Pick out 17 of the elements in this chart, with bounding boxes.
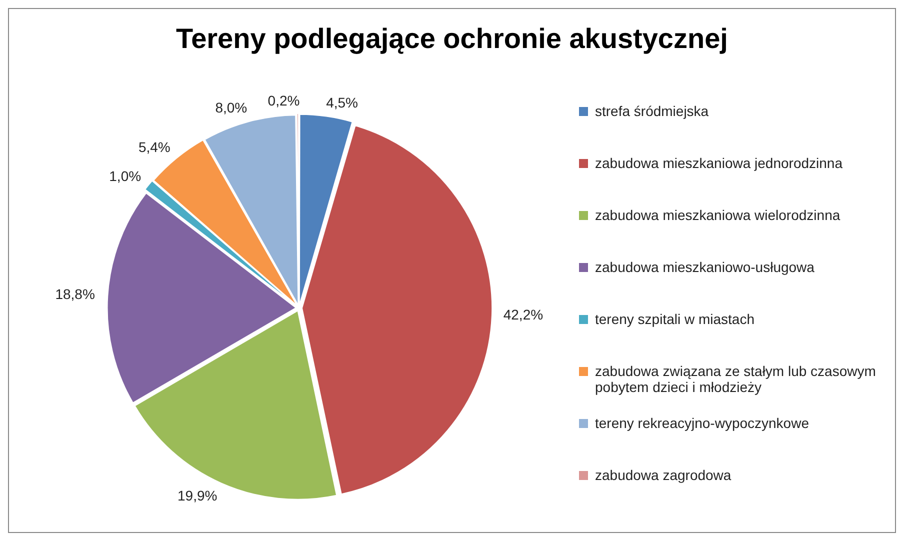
data-label: 18,8%	[55, 286, 95, 302]
legend-label: tereny rekreacyjno-wypoczynkowe	[595, 415, 809, 431]
legend-label: zabudowa zagrodowa	[595, 467, 732, 483]
legend-label: zabudowa związana ze stałym lub czasowym pobytem dzieci i młodzieży	[595, 363, 877, 395]
data-label: 42,2%	[503, 306, 544, 323]
legend-label: strefa śródmiejska	[595, 103, 709, 119]
legend-label: tereny szpitali w miastach	[595, 311, 755, 327]
data-label: 8,0%	[215, 100, 248, 116]
legend-label: zabudowa mieszkaniowo-usługowa	[595, 259, 814, 275]
legend-label: zabudowa mieszkaniowa wielorodzinna	[595, 207, 840, 223]
data-label: 1,0%	[109, 168, 142, 184]
data-label: 4,5%	[326, 94, 358, 110]
chart-title: Tereny podlegające ochronie akustycznej	[175, 22, 729, 56]
legend-label: zabudowa mieszkaniowa jednorodzinna	[595, 155, 842, 171]
data-label: 0,2%	[268, 92, 300, 108]
data-label: 19,9%	[178, 488, 218, 504]
data-label: 5,4%	[138, 138, 170, 155]
